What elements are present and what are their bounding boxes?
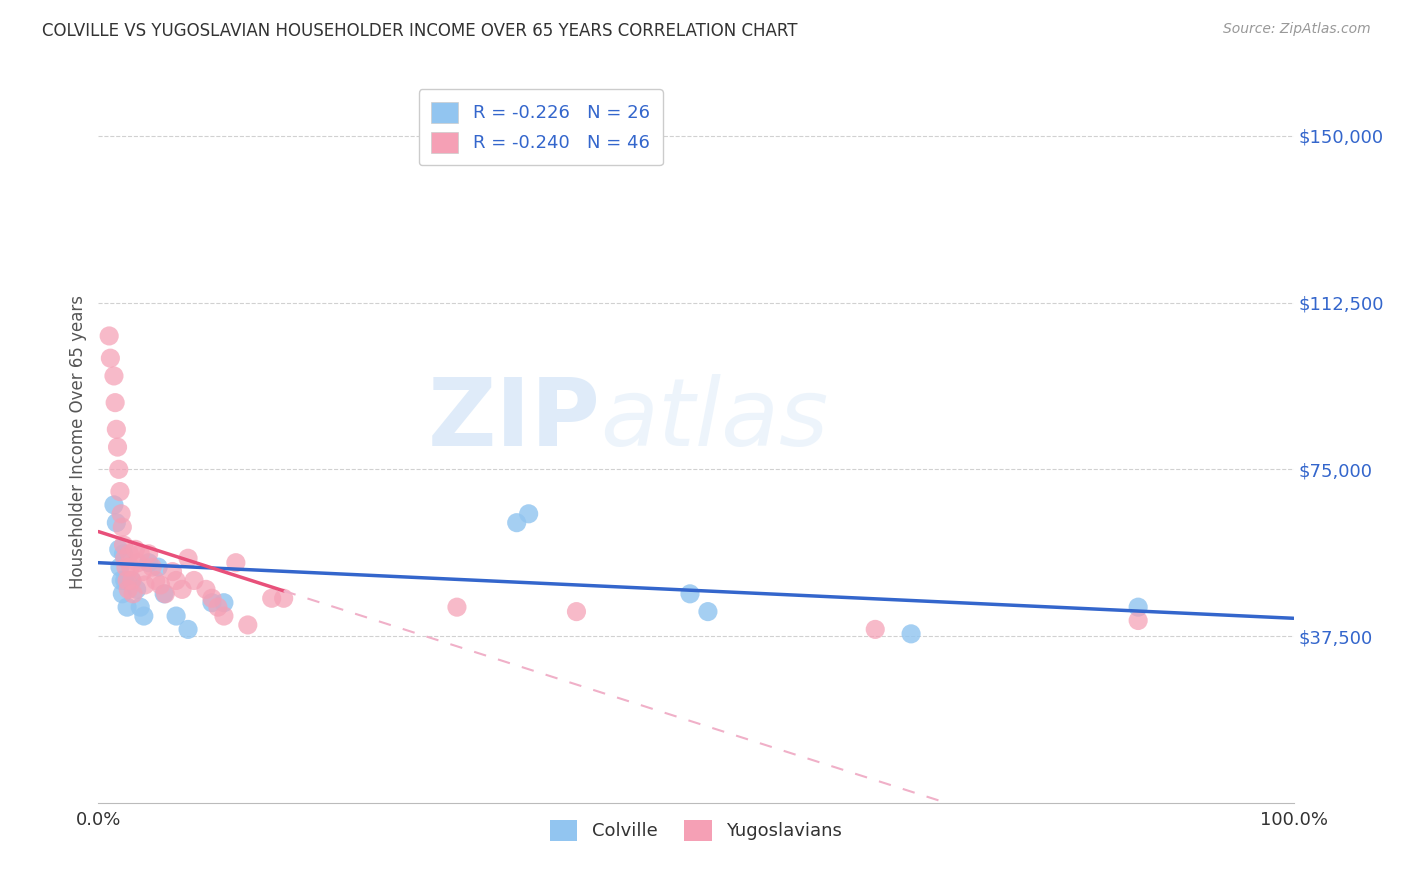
Point: [114, 574, 136, 588]
Point: [225, 556, 247, 570]
Point: [697, 605, 720, 619]
Point: [127, 556, 149, 570]
Point: [124, 542, 146, 557]
Point: [177, 623, 200, 637]
Point: [165, 574, 187, 588]
Point: [165, 609, 187, 624]
Point: [110, 507, 132, 521]
Point: [212, 596, 235, 610]
Point: [148, 560, 170, 574]
Point: [446, 600, 468, 615]
Point: [105, 516, 128, 530]
Y-axis label: Householder Income Over 65 years: Householder Income Over 65 years: [69, 294, 87, 589]
Point: [112, 547, 135, 561]
Point: [201, 591, 224, 606]
Point: [121, 574, 143, 588]
Point: [108, 484, 131, 499]
Point: [107, 542, 129, 557]
Point: [138, 547, 160, 561]
Point: [273, 591, 295, 606]
Point: [114, 551, 136, 566]
Point: [517, 507, 540, 521]
Point: [1128, 600, 1150, 615]
Point: [125, 582, 148, 597]
Point: [129, 547, 152, 561]
Point: [138, 556, 160, 570]
Point: [129, 600, 152, 615]
Legend: Colville, Yugoslavians: Colville, Yugoslavians: [540, 809, 852, 852]
Point: [103, 368, 125, 383]
Text: atlas: atlas: [600, 375, 828, 466]
Point: [260, 591, 283, 606]
Point: [679, 587, 702, 601]
Point: [132, 609, 155, 624]
Point: [120, 560, 142, 574]
Point: [212, 609, 235, 624]
Point: [162, 565, 184, 579]
Point: [115, 574, 138, 588]
Point: [134, 578, 156, 592]
Point: [1128, 614, 1150, 628]
Point: [131, 565, 153, 579]
Point: [183, 574, 205, 588]
Point: [111, 520, 134, 534]
Point: [201, 596, 224, 610]
Point: [900, 627, 922, 641]
Point: [98, 351, 122, 366]
Point: [121, 574, 143, 588]
Text: Source: ZipAtlas.com: Source: ZipAtlas.com: [1223, 22, 1371, 37]
Point: [149, 578, 172, 592]
Point: [115, 600, 138, 615]
Point: [108, 560, 131, 574]
Point: [865, 623, 887, 637]
Point: [115, 560, 138, 574]
Point: [145, 574, 167, 588]
Text: ZIP: ZIP: [427, 374, 600, 466]
Point: [110, 574, 132, 588]
Point: [177, 551, 200, 566]
Point: [103, 498, 125, 512]
Point: [565, 605, 588, 619]
Point: [141, 560, 163, 574]
Point: [153, 587, 176, 601]
Point: [107, 462, 129, 476]
Point: [207, 600, 229, 615]
Point: [98, 329, 121, 343]
Point: [107, 440, 129, 454]
Point: [104, 395, 127, 409]
Text: COLVILLE VS YUGOSLAVIAN HOUSEHOLDER INCOME OVER 65 YEARS CORRELATION CHART: COLVILLE VS YUGOSLAVIAN HOUSEHOLDER INCO…: [42, 22, 797, 40]
Point: [236, 618, 259, 632]
Point: [117, 582, 139, 597]
Point: [172, 582, 194, 597]
Point: [195, 582, 218, 597]
Point: [105, 422, 128, 436]
Point: [122, 587, 145, 601]
Point: [118, 547, 141, 561]
Point: [155, 587, 177, 601]
Point: [111, 587, 134, 601]
Point: [112, 538, 135, 552]
Point: [506, 516, 529, 530]
